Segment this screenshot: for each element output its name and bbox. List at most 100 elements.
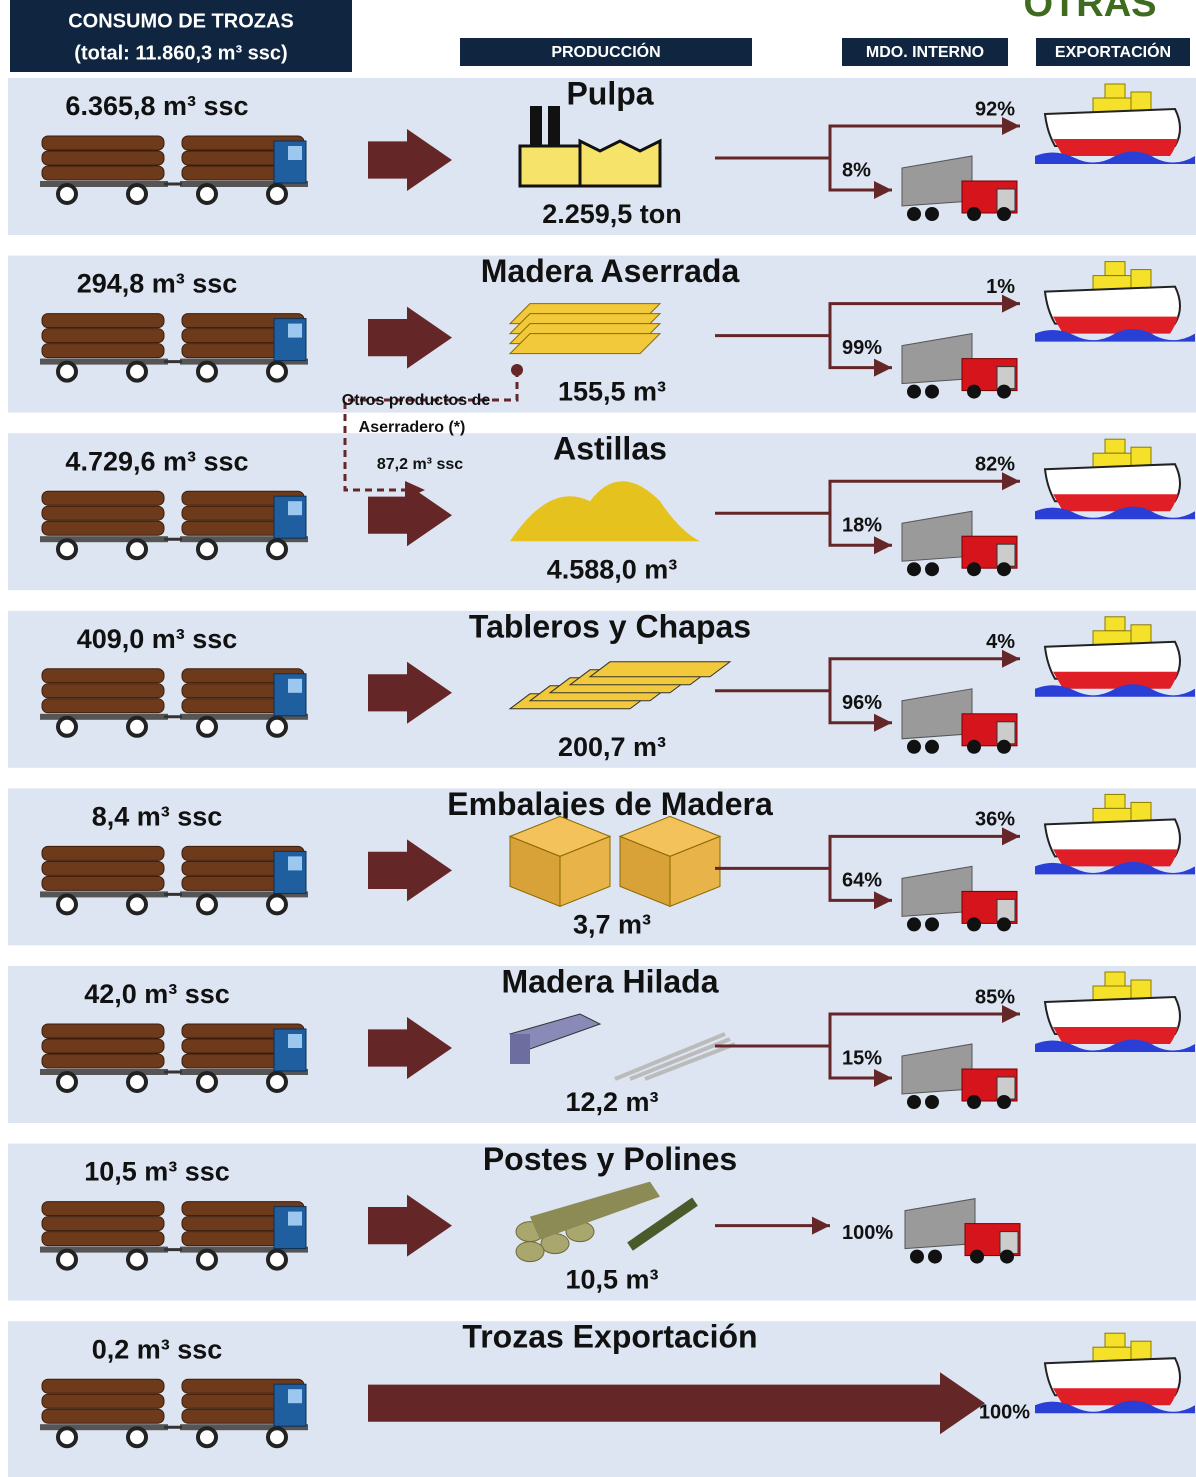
header-label: EXPORTACIÓN bbox=[1055, 42, 1171, 61]
wheel bbox=[997, 385, 1011, 399]
consumption: 10,5 m³ ssc bbox=[84, 1157, 230, 1187]
wheel bbox=[268, 895, 286, 913]
container bbox=[1093, 808, 1131, 822]
wheel bbox=[997, 207, 1011, 221]
wheel bbox=[967, 385, 981, 399]
log bbox=[42, 166, 164, 180]
domestic-pct: 18% bbox=[842, 514, 882, 536]
container bbox=[1131, 270, 1151, 290]
wheel bbox=[58, 718, 76, 736]
consumption: 42,0 m³ ssc bbox=[84, 979, 230, 1009]
product-name: Tableros y Chapas bbox=[469, 608, 751, 644]
wheel bbox=[128, 1428, 146, 1446]
wheel bbox=[58, 1428, 76, 1446]
wheel bbox=[128, 540, 146, 558]
wheel bbox=[58, 363, 76, 381]
container bbox=[1131, 980, 1151, 1000]
container bbox=[1131, 625, 1151, 645]
hull-bottom bbox=[1053, 139, 1178, 156]
log bbox=[42, 1409, 164, 1423]
log bbox=[42, 1217, 164, 1231]
trailer-bed bbox=[40, 1069, 168, 1075]
log bbox=[42, 314, 164, 328]
wheel bbox=[198, 185, 216, 203]
hull-bottom bbox=[1053, 494, 1178, 511]
wheel bbox=[58, 1251, 76, 1269]
container bbox=[1093, 1347, 1131, 1361]
cab-window bbox=[288, 679, 302, 693]
wheel bbox=[128, 895, 146, 913]
wheel bbox=[58, 540, 76, 558]
domestic-pct: 96% bbox=[842, 692, 882, 714]
product-name: Pulpa bbox=[566, 75, 653, 111]
building bbox=[520, 146, 580, 186]
product-icon bbox=[510, 304, 660, 354]
dot bbox=[511, 364, 523, 376]
wheel bbox=[925, 917, 939, 931]
log bbox=[42, 344, 164, 358]
wheel bbox=[198, 895, 216, 913]
log bbox=[42, 1024, 164, 1038]
production: 2.259,5 ton bbox=[542, 199, 682, 229]
wheel bbox=[268, 1428, 286, 1446]
domestic-pct: 15% bbox=[842, 1047, 882, 1069]
board bbox=[590, 662, 730, 677]
container bbox=[1131, 447, 1151, 467]
cab-window bbox=[288, 324, 302, 338]
container bbox=[1105, 84, 1125, 98]
product-name: Madera Aserrada bbox=[481, 253, 740, 289]
export-pct: 92% bbox=[975, 98, 1015, 120]
trailer-bed bbox=[40, 1247, 168, 1253]
wheel bbox=[268, 1073, 286, 1091]
wheel bbox=[925, 740, 939, 754]
production: 12,2 m³ bbox=[565, 1087, 658, 1117]
consumption: 294,8 m³ ssc bbox=[77, 269, 238, 299]
wheel bbox=[928, 1250, 942, 1264]
container bbox=[1131, 1341, 1151, 1361]
trailer-bed bbox=[40, 714, 168, 720]
domestic-pct: 8% bbox=[842, 159, 871, 181]
lumber bbox=[510, 334, 660, 354]
cab-window bbox=[288, 501, 302, 515]
export-pct: 36% bbox=[975, 809, 1015, 831]
cab-window bbox=[288, 856, 302, 870]
log bbox=[42, 1054, 164, 1068]
hull-bottom bbox=[1053, 1388, 1178, 1405]
wheel bbox=[58, 185, 76, 203]
wheel bbox=[967, 917, 981, 931]
log bbox=[42, 876, 164, 890]
production: 10,5 m³ bbox=[565, 1265, 658, 1295]
hall bbox=[580, 141, 660, 186]
container bbox=[1093, 631, 1131, 645]
wheel bbox=[925, 562, 939, 576]
header-label: PRODUCCIÓN bbox=[551, 42, 660, 61]
log bbox=[42, 506, 164, 520]
corner-text: OTRAS bbox=[1024, 0, 1157, 25]
log bbox=[42, 1379, 164, 1393]
consumption: 0,2 m³ ssc bbox=[92, 1334, 223, 1364]
wheel bbox=[198, 1428, 216, 1446]
consumption: 6.365,8 m³ ssc bbox=[65, 91, 248, 121]
log bbox=[42, 1232, 164, 1246]
export-pct: 100% bbox=[979, 1401, 1030, 1423]
product-name: Trozas Exportación bbox=[462, 1319, 757, 1355]
wheel bbox=[907, 562, 921, 576]
cab-window bbox=[288, 1212, 302, 1226]
wheel bbox=[925, 207, 939, 221]
wheel bbox=[198, 1073, 216, 1091]
log bbox=[42, 329, 164, 343]
wheel bbox=[58, 895, 76, 913]
container bbox=[1093, 98, 1131, 112]
annotation: 87,2 m³ ssc bbox=[377, 456, 463, 473]
wheel bbox=[198, 1251, 216, 1269]
log bbox=[42, 1202, 164, 1216]
log bbox=[42, 861, 164, 875]
wheel bbox=[907, 740, 921, 754]
production: 4.588,0 m³ bbox=[547, 554, 678, 584]
wheel bbox=[198, 363, 216, 381]
trailer-bed bbox=[40, 1424, 168, 1430]
wheel bbox=[128, 185, 146, 203]
wheel bbox=[967, 562, 981, 576]
trailer-bed bbox=[40, 891, 168, 897]
annotation: Aserradero (*) bbox=[359, 419, 466, 436]
